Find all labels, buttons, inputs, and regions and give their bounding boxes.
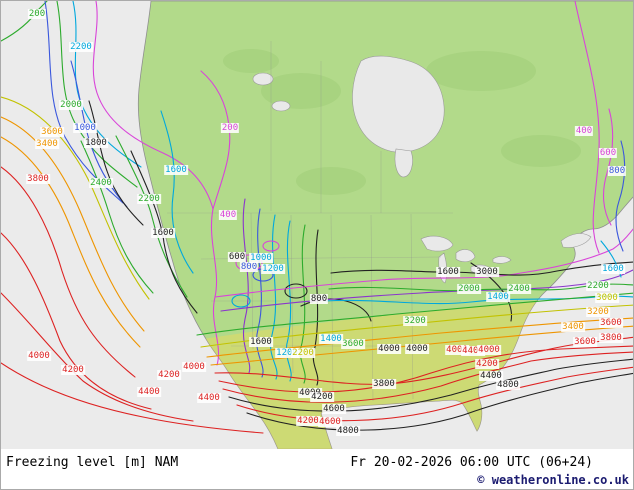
- james-bay: [394, 148, 413, 178]
- gulf-of-st-lawrence: [560, 233, 592, 248]
- great-bear-lake: [252, 72, 274, 86]
- contour-1600-coast: [130, 150, 198, 314]
- water-bodies: [252, 55, 592, 284]
- contour-800-right: [615, 140, 626, 252]
- contour-200-arc: [1, 1, 48, 42]
- hudson-bay: [352, 55, 445, 153]
- contour-4400-west: [1, 362, 264, 434]
- lake-huron: [455, 249, 476, 263]
- map-canvas: 200 2200 2000 1000 1800 3600 3400 3800 2400 2200 1…: [1, 1, 633, 449]
- terrain-texture: [223, 49, 581, 195]
- contour-3600-west: [1, 116, 145, 332]
- contour-4400-south: [228, 358, 633, 412]
- contour-3400-west: [1, 136, 141, 348]
- contour-200: [92, 1, 214, 210]
- contour-600-right: [602, 108, 614, 226]
- lake-ontario: [492, 256, 512, 264]
- contour-4800-south: [246, 372, 633, 431]
- closed-low-contour: [262, 240, 280, 252]
- contour-800-trough: [270, 214, 278, 380]
- contour-1000b: [70, 60, 128, 208]
- contour-2000-trough: [312, 229, 319, 386]
- copyright-notice: © weatheronline.co.uk: [477, 473, 629, 487]
- contour-2200: [72, 1, 142, 168]
- contour-400-trough: [242, 198, 251, 374]
- contour-3800-west: [1, 166, 136, 378]
- contour-1800: [88, 100, 144, 226]
- contour-1600-right: [600, 240, 622, 278]
- closed-low-contour: [284, 283, 308, 299]
- map-svg: [1, 1, 633, 449]
- contour-3000-south: [196, 292, 633, 336]
- contour-3600-south: [210, 325, 633, 366]
- great-slave-lake: [271, 100, 291, 112]
- closed-low-contour: [231, 294, 251, 308]
- contour-4200-west: [1, 292, 194, 422]
- contour-2400: [80, 140, 154, 294]
- contour-4000-west: [1, 232, 152, 410]
- map-title: Freezing level [m] NAM: [6, 455, 179, 470]
- contour-offshore-1: [1, 96, 150, 300]
- contour-3400-south: [206, 317, 633, 358]
- caption-bar: Freezing level [m] NAM Fr 20-02-2026 06:…: [1, 449, 633, 489]
- contour-1200-trough: [285, 220, 292, 382]
- contour-1600-coast2: [160, 110, 194, 274]
- lake-superior: [420, 235, 454, 252]
- contour-1800-trough: [299, 224, 306, 384]
- contour-4200-south: [222, 351, 633, 403]
- contour-2000: [56, 1, 138, 188]
- contour-600-trough: [256, 208, 264, 378]
- contour-1000-west: [44, 1, 124, 204]
- map-datetime: Fr 20-02-2026 06:00 UTC (06+24): [350, 455, 593, 470]
